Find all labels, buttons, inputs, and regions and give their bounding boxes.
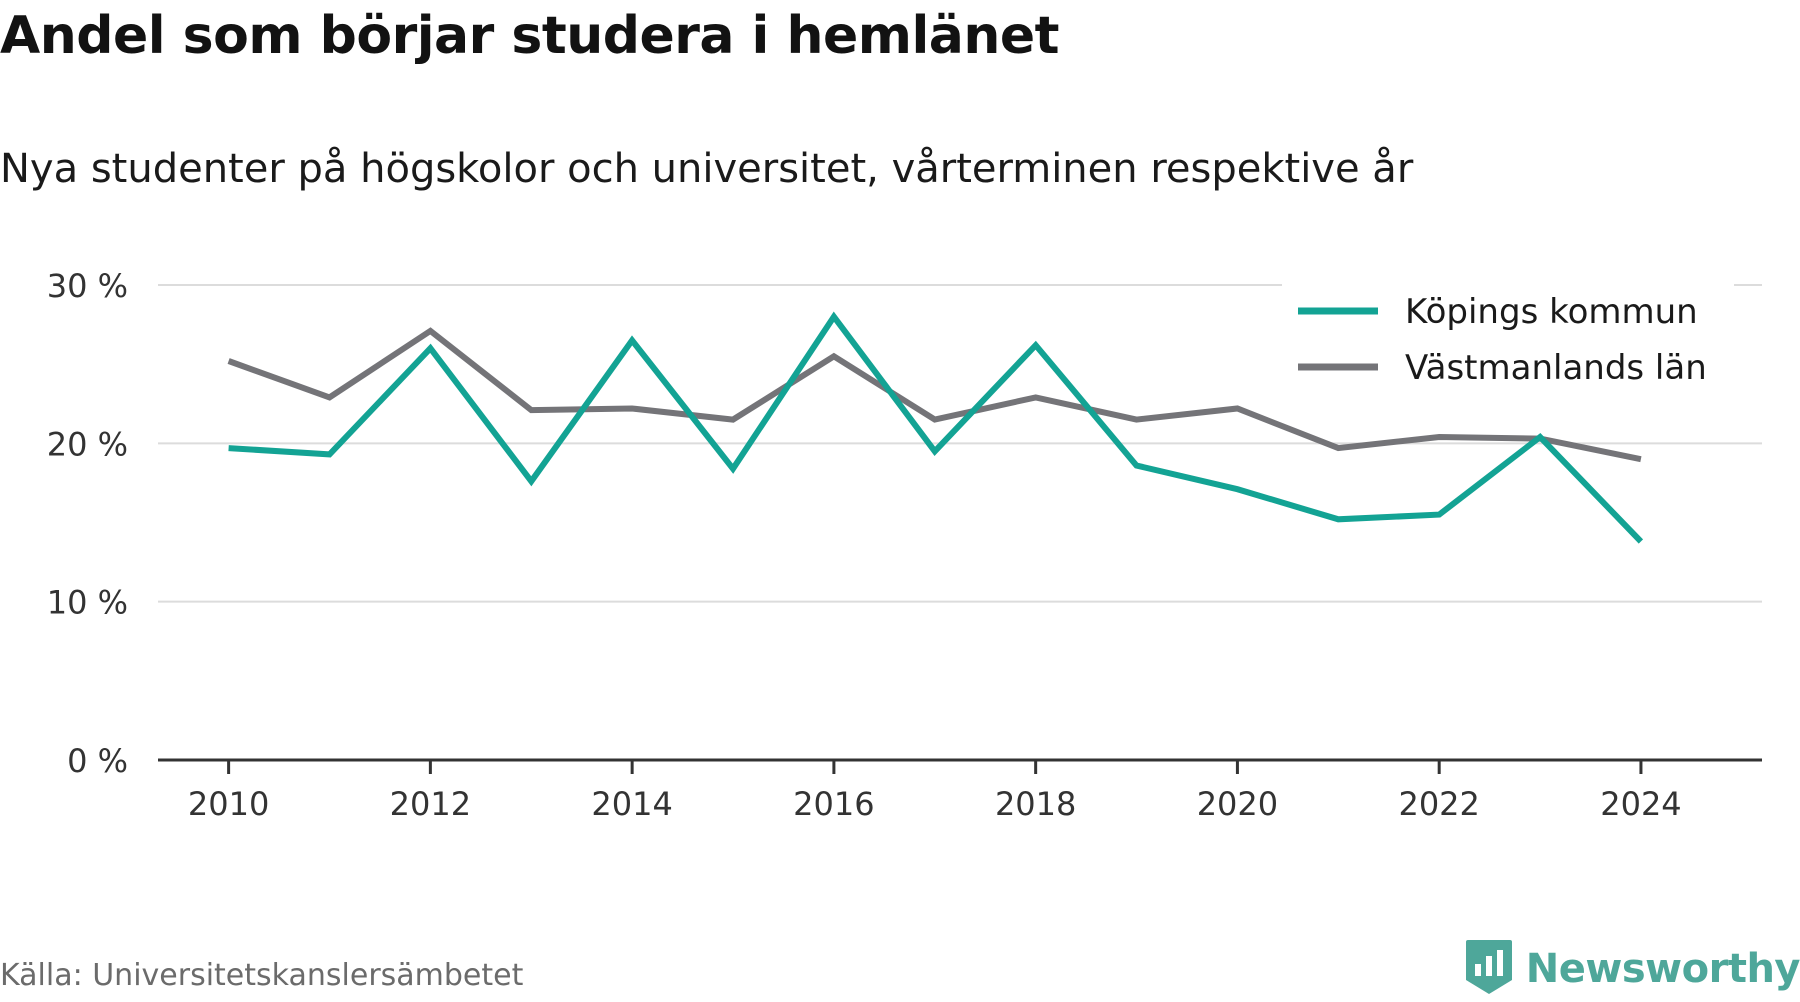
legend: Köpings kommun Västmanlands län: [1282, 284, 1734, 400]
x-tick-label: 2010: [188, 785, 269, 823]
x-tick-label: 2016: [793, 785, 874, 823]
brand-logo: Newsworthy: [1464, 936, 1800, 1002]
chart-subtitle: Nya studenter på högskolor och universit…: [0, 146, 1414, 192]
x-tick-label: 2018: [995, 785, 1076, 823]
y-tick-label: 0 %: [67, 742, 128, 780]
line-chart: 0 % 10 % 20 % 30 % 2010 2012 2014 2016 2018 2020…: [47, 267, 1762, 823]
series-line-kopings-kommun: [228, 311, 1644, 544]
y-tick-label: 20 %: [47, 425, 128, 463]
brand-name: Newsworthy: [1525, 946, 1800, 992]
x-tick-label: 2012: [390, 785, 471, 823]
y-tick-label: 30 %: [47, 267, 128, 305]
newsworthy-logo-icon: [1464, 938, 1514, 1000]
legend-label: Västmanlands län: [1405, 348, 1707, 388]
series-lines: [227, 311, 1644, 544]
x-axis: 2010 2012 2014 2016 2018 2020 2022 2024: [158, 758, 1762, 823]
y-tick-label: 10 %: [47, 584, 128, 622]
source-note: Källa: Universitetskanslersämbetet: [0, 958, 524, 993]
x-tick-label: 2020: [1197, 785, 1278, 823]
legend-label: Köpings kommun: [1405, 292, 1698, 332]
y-axis-tick-labels: 0 % 10 % 20 % 30 %: [47, 267, 128, 780]
series-line-vastmanlands-lan: [227, 327, 1642, 463]
legend-background: [1282, 284, 1734, 400]
chart-title: Andel som börjar studera i hemlänet: [0, 6, 1060, 66]
x-tick-label: 2014: [591, 785, 672, 823]
x-tick-label: 2024: [1600, 785, 1681, 823]
x-tick-label: 2022: [1398, 785, 1479, 823]
